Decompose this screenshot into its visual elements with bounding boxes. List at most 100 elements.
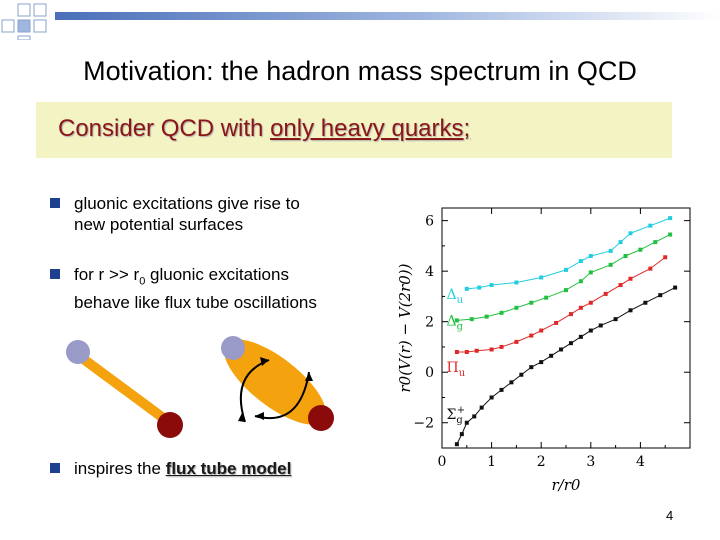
bullet-text: inspires the flux tube model: [74, 458, 291, 479]
x-tick-label: 1: [487, 454, 496, 470]
data-point: [499, 387, 504, 392]
data-point: [484, 314, 489, 319]
data-point: [454, 350, 459, 354]
data-point: [603, 291, 608, 296]
y-axis-label: r0(V(r) − V(2r0)): [396, 263, 414, 392]
bullet-line: behave like flux tube oscillations: [74, 293, 317, 313]
arrow-head-icon: [255, 412, 264, 420]
data-point: [509, 380, 514, 385]
data-point: [568, 312, 573, 317]
data-point: [489, 283, 494, 288]
corner-squares-icon: [1, 3, 47, 40]
data-point: [613, 317, 618, 322]
bullet-square-icon: [50, 198, 60, 208]
data-point: [529, 333, 534, 338]
data-point: [658, 293, 663, 298]
data-point: [588, 328, 593, 333]
data-point: [598, 323, 603, 328]
series-label: Δg: [446, 313, 463, 332]
flux-tube-model-link[interactable]: flux tube model: [165, 459, 292, 478]
data-point: [454, 318, 459, 323]
data-point: [628, 308, 633, 313]
data-point: [668, 216, 673, 221]
data-point: [464, 420, 469, 425]
quark-light: [221, 336, 245, 360]
x-tick-label: 3: [586, 454, 595, 470]
data-point: [628, 276, 633, 281]
plot-frame: [441, 207, 691, 449]
y-tick-label: 4: [425, 264, 434, 280]
series-label: Πu: [446, 360, 465, 379]
data-point: [623, 254, 628, 258]
data-point: [479, 405, 484, 410]
data-point: [529, 365, 534, 370]
consider-box: Consider QCD with only heavy quarks;: [36, 102, 672, 158]
data-point: [549, 353, 554, 358]
data-point: [648, 223, 653, 228]
arrow-head-icon: [305, 372, 313, 381]
quark-dark: [308, 405, 334, 431]
data-point: [668, 232, 673, 237]
series-line: [466, 217, 671, 290]
data-point: [554, 320, 559, 325]
data-point: [618, 240, 623, 245]
data-point: [618, 283, 623, 288]
data-point: [559, 347, 564, 352]
data-point: [588, 270, 593, 275]
data-point: [578, 305, 583, 310]
series-label: Σg+: [446, 405, 465, 426]
x-tick-label: 0: [438, 454, 447, 470]
y-tick-label: 6: [425, 214, 434, 230]
flux-tube-diagram: [66, 336, 334, 438]
bullet-line-suffix: gluonic excitations: [145, 265, 289, 284]
data-point: [529, 300, 534, 305]
data-point: [477, 285, 482, 290]
data-point: [514, 305, 519, 310]
data-point: [578, 279, 583, 284]
x-tick-label: 2: [537, 454, 546, 470]
bullet-text: gluonic excitations give rise to new pot…: [74, 193, 300, 235]
data-point: [472, 414, 477, 419]
data-point: [539, 360, 544, 365]
data-point: [628, 231, 633, 236]
series-line: [456, 287, 676, 445]
data-point: [469, 317, 474, 322]
data-point: [544, 295, 549, 300]
x-axis-label: r/r0: [552, 476, 581, 494]
data-point: [663, 255, 668, 260]
data-point: [608, 248, 613, 253]
data-point: [564, 267, 568, 272]
data-point: [464, 286, 469, 291]
consider-prefix: Consider QCD with: [58, 115, 271, 142]
consider-text: Consider QCD with only heavy quarks;: [58, 115, 470, 143]
page-number: 4: [666, 508, 674, 523]
y-tick-label: 0: [425, 365, 434, 381]
series-label: Δu: [446, 287, 463, 306]
bullet-line: for r >> r0 gluonic excitations: [74, 264, 317, 292]
bullet-line: gluonic excitations give rise to: [74, 194, 300, 213]
bullet-square-icon: [50, 463, 60, 473]
data-point: [464, 350, 469, 354]
arrow-head-icon: [238, 413, 245, 422]
data-point: [588, 300, 593, 305]
data-point: [489, 395, 494, 400]
bullet-square-icon: [50, 269, 60, 279]
bullet-text: for r >> r0 gluonic excitations behave l…: [74, 264, 317, 313]
bullet-line-subscript: 0: [139, 275, 146, 288]
data-point: [578, 334, 583, 339]
data-point: [454, 442, 459, 447]
y-tick-label: −2: [413, 416, 434, 432]
series-line: [456, 234, 671, 321]
flux-tube-oscillating: [223, 339, 327, 425]
data-point: [578, 259, 583, 264]
header-bar: [1, 3, 720, 40]
slide-title: Motivation: the hadron mass spectrum in …: [83, 56, 637, 86]
bullet-prefix: inspires the: [74, 459, 166, 478]
potential-chart: −2 0 2 4 6 0 1 2 3 4 r/r0 r0(V(r) − V(2r0)) Δu Δg Πu Σg…: [396, 207, 691, 494]
data-point: [564, 288, 568, 293]
data-point: [568, 341, 573, 346]
bullet-line-prefix: for r >> r: [74, 265, 140, 284]
data-point: [459, 432, 464, 437]
data-point: [514, 339, 519, 344]
y-tick-label: 2: [425, 315, 434, 331]
